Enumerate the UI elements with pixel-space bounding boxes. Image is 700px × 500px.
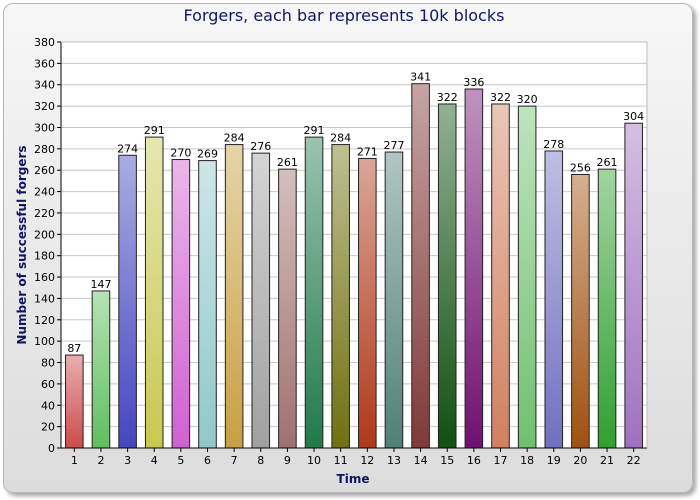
bar-15 (437, 103, 457, 449)
data-label-16: 336 (463, 76, 484, 89)
bars-group (65, 83, 643, 449)
bar-14 (411, 83, 430, 449)
data-label-11: 284 (330, 132, 351, 145)
x-tick-label: 1 (71, 454, 78, 467)
bar-20 (571, 173, 590, 449)
bar-2 (91, 290, 111, 449)
y-tick-label: 160 (34, 271, 55, 284)
bar-12 (358, 157, 377, 449)
data-label-20: 256 (570, 161, 591, 174)
x-tick-label: 5 (177, 454, 184, 467)
x-tick-label: 22 (627, 454, 641, 467)
data-label-6: 269 (197, 148, 218, 161)
data-label-8: 276 (250, 140, 271, 153)
y-tick-label: 60 (41, 378, 55, 391)
data-label-22: 304 (623, 110, 644, 123)
x-tick-label: 21 (600, 454, 614, 467)
y-tick-label: 260 (34, 164, 55, 177)
y-tick-label: 240 (34, 186, 55, 199)
bar-17 (491, 103, 510, 449)
bar-8 (251, 152, 271, 449)
y-tick-label: 300 (34, 121, 55, 134)
x-tick-labels: 1 2 3 4 5 6 7 8 9 10 11 12 13 14 15 16 17 18 19 20 21 22 (71, 454, 641, 467)
y-tick-label: 200 (34, 228, 55, 241)
data-label-7: 284 (224, 132, 245, 145)
bar-13 (384, 151, 404, 449)
x-tick-label: 20 (573, 454, 587, 467)
y-tick-label: 80 (41, 357, 55, 370)
data-label-19: 278 (543, 138, 564, 151)
x-tick-label: 10 (307, 454, 321, 467)
x-tick-label: 3 (124, 454, 131, 467)
y-tick-label: 380 (34, 36, 55, 49)
y-tick-label: 340 (34, 79, 55, 92)
bar-9 (278, 168, 297, 449)
y-tick-label: 120 (34, 314, 55, 327)
data-label-14: 341 (410, 71, 431, 84)
y-tick-label: 140 (34, 292, 55, 305)
x-tick-label: 11 (334, 454, 348, 467)
x-axis-title: Time (337, 472, 370, 486)
bar-7 (224, 144, 244, 449)
y-tick-label: 40 (41, 399, 55, 412)
bar-16 (464, 88, 484, 449)
data-label-1: 87 (67, 342, 81, 355)
y-tick-label: 280 (34, 143, 55, 156)
x-tick-label: 17 (494, 454, 508, 467)
y-tick-label: 20 (41, 421, 55, 434)
bar-5 (171, 159, 191, 449)
data-label-17: 322 (490, 91, 511, 104)
bar-10 (304, 136, 324, 449)
bar-21 (597, 168, 617, 449)
bar-22 (624, 122, 643, 449)
x-tick-label: 15 (440, 454, 454, 467)
data-labels-group: 87 147 274 291 270 269 284 276 261 291 284 271 277 34… (67, 71, 644, 355)
data-label-21: 261 (597, 156, 618, 169)
data-label-3: 274 (117, 142, 138, 155)
y-tick-label: 180 (34, 250, 55, 263)
x-tick-label: 19 (547, 454, 561, 467)
chart-title: Forgers, each bar represents 10k blocks (184, 6, 505, 25)
data-label-18: 320 (517, 93, 538, 106)
data-label-13: 277 (383, 139, 404, 152)
bar-4 (144, 136, 164, 449)
y-tick-label: 320 (34, 100, 55, 113)
x-tick-label: 7 (231, 454, 238, 467)
y-tick-label: 0 (48, 442, 55, 455)
y-tick-label: 360 (34, 57, 55, 70)
x-tick-label: 14 (414, 454, 428, 467)
bar-1 (65, 354, 84, 449)
data-label-10: 291 (304, 124, 325, 137)
data-label-12: 271 (357, 145, 378, 158)
x-tick-label: 4 (151, 454, 158, 467)
bar-18 (517, 105, 537, 449)
y-axis-title: Number of successful forgers (15, 145, 29, 344)
x-tick-label: 8 (257, 454, 264, 467)
x-tick-label: 12 (360, 454, 374, 467)
x-tick-label: 2 (97, 454, 104, 467)
bar-3 (118, 154, 137, 449)
x-tick-label: 13 (387, 454, 401, 467)
bar-6 (198, 160, 217, 449)
x-tick-label: 18 (520, 454, 534, 467)
x-tick-label: 9 (284, 454, 291, 467)
x-tick-label: 16 (467, 454, 481, 467)
data-label-5: 270 (170, 147, 191, 160)
y-tick-label: 220 (34, 207, 55, 220)
data-label-2: 147 (90, 278, 111, 291)
data-label-15: 322 (437, 91, 458, 104)
data-label-4: 291 (144, 124, 165, 137)
y-tick-labels: 0 20 40 60 80 100 120 140 160 180 200 220 240 260 280 3… (34, 36, 55, 455)
y-tick-label: 100 (34, 335, 55, 348)
x-tick-label: 6 (204, 454, 211, 467)
data-label-9: 261 (277, 156, 298, 169)
bar-11 (331, 144, 350, 449)
bar-19 (544, 150, 564, 449)
axes-group (57, 41, 648, 452)
